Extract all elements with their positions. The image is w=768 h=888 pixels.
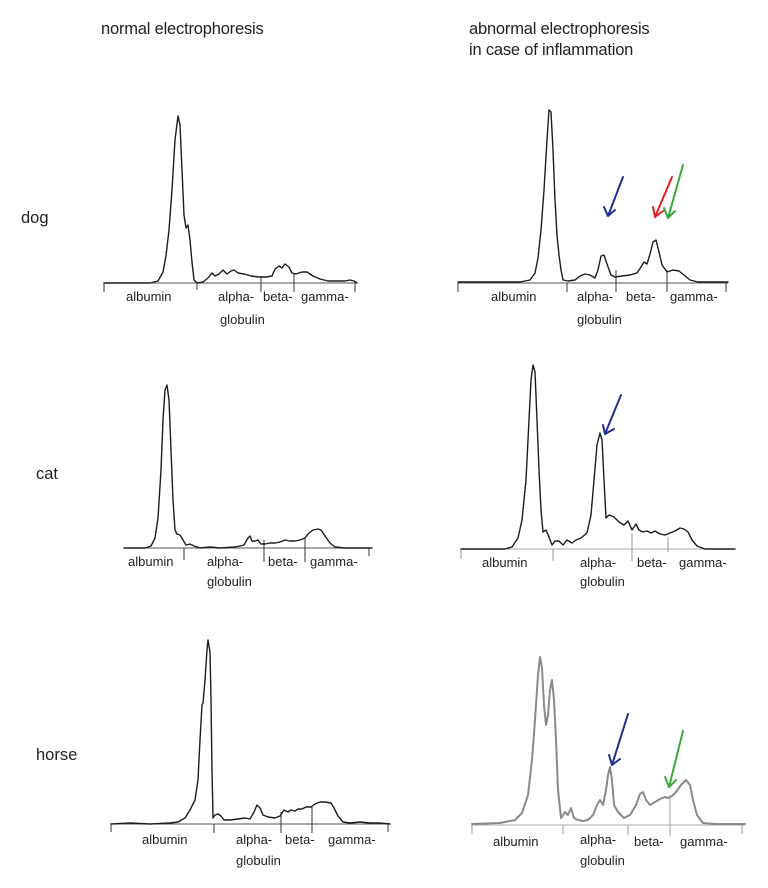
label-gamma: gamma- [301, 289, 349, 304]
label-beta: beta- [263, 289, 293, 304]
label-albumin: albumin [482, 555, 528, 570]
normal-column-title: normal electrophoresis [101, 20, 264, 38]
label-beta: beta- [634, 834, 664, 849]
label-gamma: gamma- [670, 289, 718, 304]
label-gamma: gamma- [310, 554, 358, 569]
label-beta: beta- [268, 554, 298, 569]
row-label-cat: cat [36, 465, 59, 483]
blue-arrow-icon [603, 176, 624, 217]
blue-arrow-icon [608, 713, 629, 766]
label-beta: beta- [285, 832, 315, 847]
label-beta: beta- [626, 289, 656, 304]
chart-dog-normal [103, 115, 358, 292]
label-albumin: albumin [491, 289, 537, 304]
abnormal-column-title-line2: in case of inflammation [469, 41, 634, 59]
label-globulin: globulin [220, 312, 265, 327]
chart-horse-abnormal [471, 656, 746, 836]
label-gamma: gamma- [328, 832, 376, 847]
green-arrow-icon [663, 164, 684, 219]
label-albumin: albumin [142, 832, 188, 847]
chart-dog-abnormal [457, 109, 729, 292]
label-alpha: alpha- [577, 289, 614, 304]
label-alpha: alpha- [218, 289, 255, 304]
label-gamma: gamma- [679, 555, 727, 570]
label-globulin: globulin [580, 853, 625, 868]
label-globulin: globulin [577, 312, 622, 327]
blue-arrow-icon [602, 394, 622, 435]
green-arrow-icon [664, 730, 684, 788]
row-label-horse: horse [36, 746, 78, 764]
label-beta: beta- [637, 555, 667, 570]
label-alpha: alpha- [207, 554, 244, 569]
label-alpha: alpha- [236, 832, 273, 847]
chart-cat-abnormal [460, 364, 736, 561]
label-alpha: alpha- [580, 555, 617, 570]
label-albumin: albumin [126, 289, 172, 304]
chart-horse-normal [110, 639, 391, 833]
label-alpha: alpha- [580, 832, 617, 847]
row-label-dog: dog [21, 209, 49, 227]
red-arrow-icon [652, 176, 673, 218]
label-gamma: gamma- [680, 834, 728, 849]
label-albumin: albumin [493, 834, 539, 849]
chart-cat-normal [123, 384, 373, 562]
label-globulin: globulin [236, 853, 281, 868]
label-globulin: globulin [580, 574, 625, 589]
label-globulin: globulin [207, 574, 252, 589]
abnormal-column-title-line1: abnormal electrophoresis [469, 20, 650, 38]
label-albumin: albumin [128, 554, 174, 569]
